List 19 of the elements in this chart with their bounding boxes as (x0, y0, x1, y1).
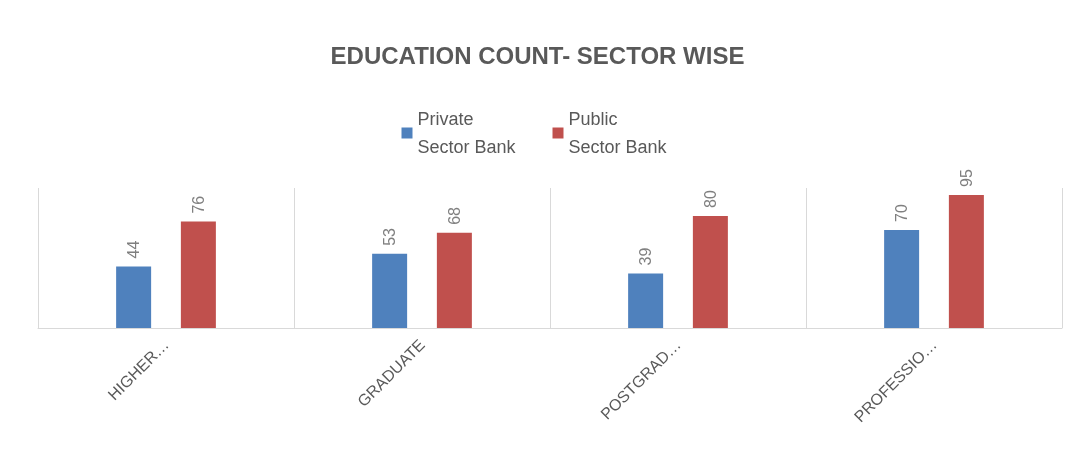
data-label: 80 (701, 190, 719, 208)
data-label: 68 (445, 206, 463, 225)
chart-title: EDUCATION COUNT- SECTOR WISE (330, 41, 745, 69)
data-label: 53 (381, 227, 399, 246)
data-label: 95 (957, 169, 975, 187)
bar (180, 221, 216, 328)
bar (884, 230, 920, 328)
legend-label: Private Sector Bank (417, 109, 517, 157)
data-label: 39 (637, 247, 655, 266)
bar (948, 195, 984, 328)
bar (692, 216, 728, 328)
bar (436, 232, 472, 328)
bar (372, 253, 408, 328)
bar (628, 273, 664, 328)
data-label: 76 (189, 195, 207, 214)
data-label: 44 (125, 240, 143, 259)
bar (116, 266, 152, 328)
data-label: 70 (893, 204, 911, 222)
legend-label: Public Sector Bank (568, 109, 668, 157)
